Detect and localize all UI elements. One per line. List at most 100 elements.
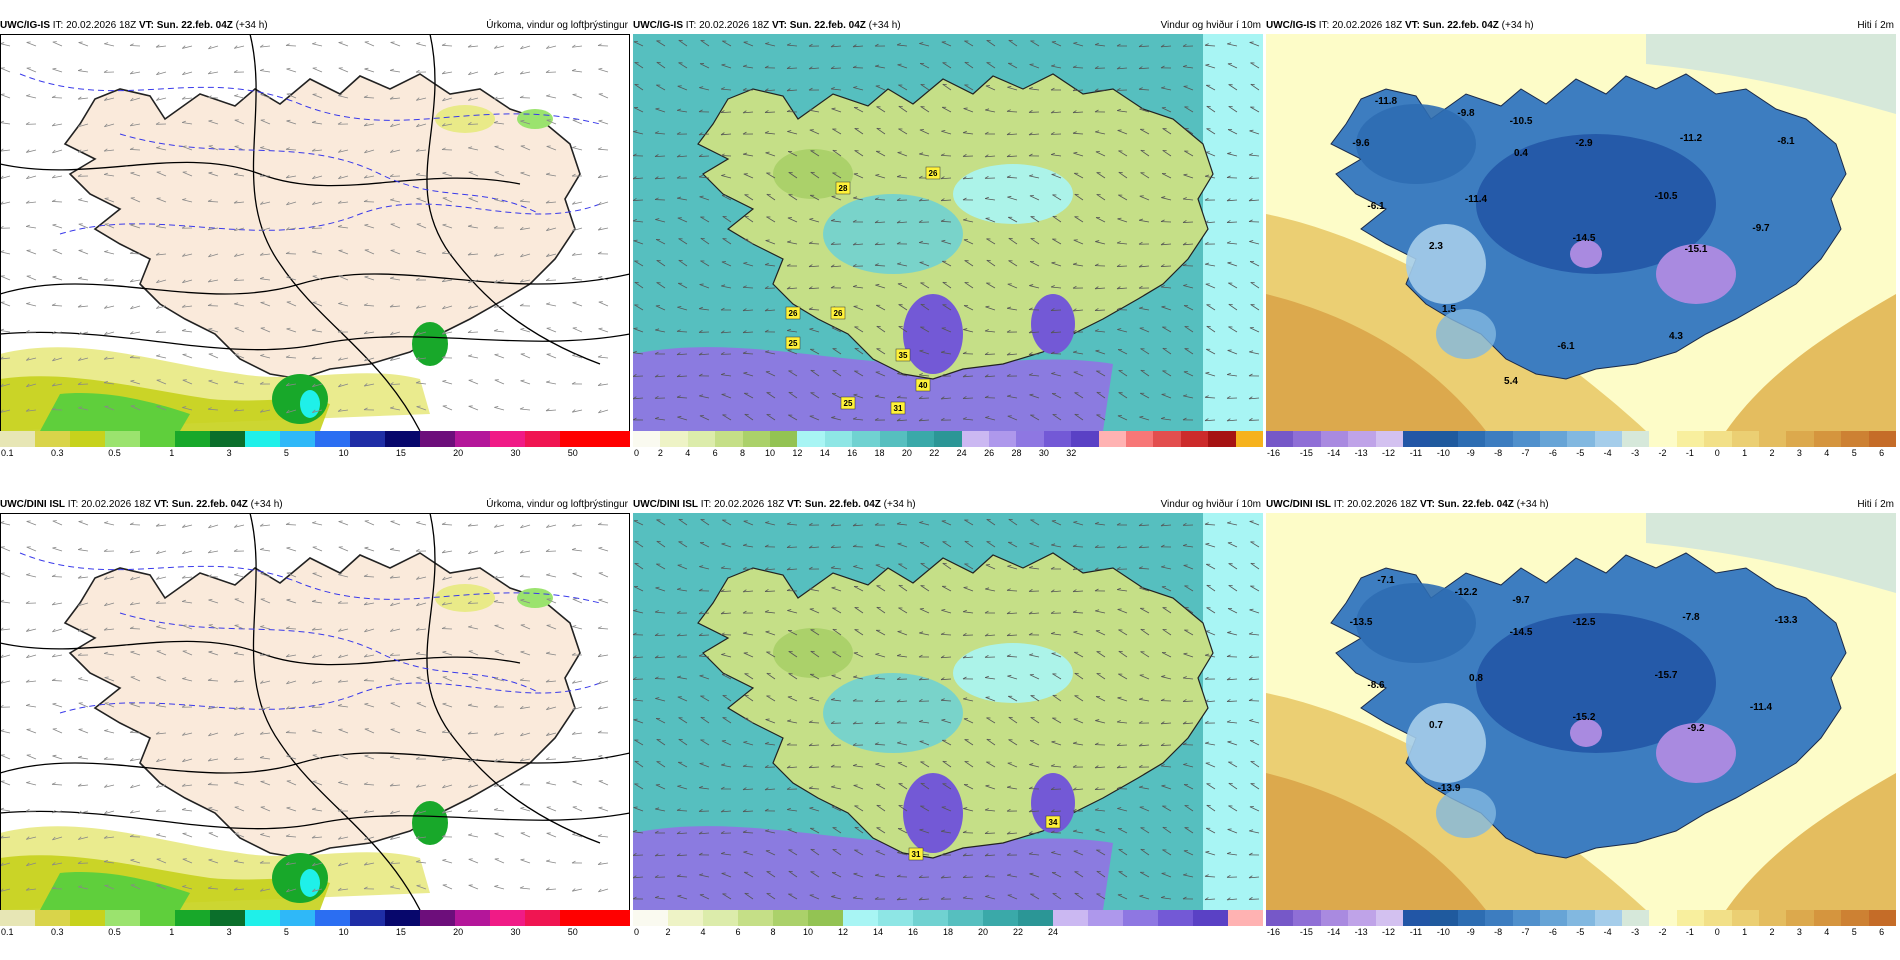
colorbar-swatch — [245, 910, 280, 926]
colorbar-swatch — [140, 910, 175, 926]
colorbar-swatch — [1513, 431, 1540, 447]
temperature-label: -7.8 — [1682, 612, 1700, 623]
valid-time: Sun. 22.feb. 04Z — [805, 499, 881, 510]
colorbar-swatch — [455, 431, 490, 447]
map-view[interactable] — [0, 513, 630, 910]
colorbar-swatch — [989, 431, 1016, 447]
colorbar — [1266, 910, 1896, 926]
valid-time: Sun. 22.feb. 04Z — [790, 20, 866, 31]
model-name: UWC/IG-IS — [0, 20, 50, 31]
colorbar-swatch — [315, 431, 350, 447]
temperature-label: 4.3 — [1669, 331, 1683, 342]
colorbar-swatch — [1153, 431, 1180, 447]
map-canvas: -11.8-9.8-10.5-9.60.4-2.9-11.2-8.1-6.1-1… — [1266, 34, 1896, 431]
colorbar-tick-label: -9 — [1467, 926, 1475, 938]
colorbar-tick-label: 12 — [792, 447, 802, 459]
panel-title: Vindur og hviður í 10m — [1161, 18, 1261, 34]
colorbar-swatch — [595, 910, 630, 926]
colorbar-swatch — [1053, 910, 1088, 926]
colorbar-swatch — [1044, 431, 1071, 447]
vt-label: VT: — [772, 20, 787, 31]
colorbar-swatch — [70, 910, 105, 926]
colorbar-swatch — [1193, 910, 1228, 926]
map-view[interactable] — [0, 34, 630, 431]
colorbar-tick-label: -11 — [1410, 447, 1422, 459]
temperature-label: -11.2 — [1680, 133, 1703, 144]
colorbar — [633, 431, 1263, 447]
colorbar-tick-label: 16 — [847, 447, 857, 459]
colorbar-swatch — [1513, 910, 1540, 926]
colorbar-tick-label: -1 — [1686, 447, 1694, 459]
colorbar-tick-label: 12 — [838, 926, 848, 938]
colorbar-swatch — [455, 910, 490, 926]
colorbar-swatch — [1649, 431, 1676, 447]
model-name: UWC/DINI ISL — [633, 499, 698, 510]
temperature-label: -6.1 — [1367, 201, 1385, 212]
colorbar-swatch — [1158, 910, 1193, 926]
colorbar-swatch — [1732, 431, 1759, 447]
temperature-label: -10.5 — [1510, 116, 1533, 127]
colorbar-swatch — [1595, 910, 1622, 926]
it-label: IT: — [68, 499, 79, 510]
colorbar-swatch — [1759, 431, 1786, 447]
temperature-label: -11.8 — [1375, 96, 1398, 107]
temperature-label: -15.1 — [1685, 244, 1708, 255]
gust-label: 26 — [834, 309, 843, 318]
colorbar-swatch — [420, 910, 455, 926]
temperature-label: 0.7 — [1429, 720, 1443, 731]
colorbar-swatch — [773, 910, 808, 926]
colorbar-tick-label: -8 — [1494, 447, 1502, 459]
colorbar-swatch — [1869, 431, 1896, 447]
temperature-label: -8.1 — [1777, 136, 1795, 147]
colorbar-swatch — [105, 431, 140, 447]
colorbar-tick-label: 15 — [396, 447, 406, 459]
colorbar-tick-label: 0.3 — [51, 447, 64, 459]
colorbar-swatch — [210, 910, 245, 926]
colorbar-swatch — [880, 431, 907, 447]
colorbar-swatch — [35, 431, 70, 447]
temperature-label: -6.1 — [1557, 341, 1575, 352]
temperature-label: 0.8 — [1469, 673, 1483, 684]
colorbar-tick-label: 1 — [169, 926, 174, 938]
colorbar-swatch — [1677, 431, 1704, 447]
colorbar-tick-label: 4 — [700, 926, 705, 938]
colorbar-tick-label: -13 — [1355, 447, 1368, 459]
colorbar-tick-label: 0.1 — [1, 926, 14, 938]
temperature-label: -9.2 — [1687, 723, 1705, 734]
colorbar-swatch — [490, 431, 525, 447]
gust-label: 28 — [839, 184, 848, 193]
panel-temp-dini: UWC/DINI ISL IT: 20.02.2026 18Z VT: Sun.… — [1266, 497, 1896, 960]
colorbar-tick-label: 3 — [227, 447, 232, 459]
colorbar-swatch — [350, 431, 385, 447]
map-view[interactable]: -7.1-12.2-9.7-13.5-14.5-12.5-7.8-13.3-8.… — [1266, 513, 1896, 910]
colorbar-tick-label: 30 — [510, 926, 520, 938]
map-canvas: -7.1-12.2-9.7-13.5-14.5-12.5-7.8-13.3-8.… — [1266, 513, 1896, 910]
colorbar-tick-label: -2 — [1658, 926, 1666, 938]
panel-title: Hiti í 2m — [1857, 497, 1894, 513]
colorbar-swatch — [1348, 910, 1375, 926]
colorbar-tick-label: 5 — [1852, 926, 1857, 938]
colorbar-swatch — [1376, 431, 1403, 447]
colorbar-tick-label: 20 — [453, 447, 463, 459]
colorbar-tick-label: -4 — [1604, 447, 1612, 459]
gust-label: 25 — [789, 339, 798, 348]
colorbar-tick-label: 2 — [665, 926, 670, 938]
colorbar-swatch — [743, 431, 770, 447]
colorbar-tick-label: 50 — [568, 447, 578, 459]
colorbar-swatch — [1704, 910, 1731, 926]
init-time: 20.02.2026 18Z — [1347, 499, 1417, 510]
colorbar-swatch — [1567, 910, 1594, 926]
colorbar — [0, 431, 630, 447]
colorbar-swatch — [948, 910, 983, 926]
temperature-label: 1.5 — [1442, 304, 1456, 315]
colorbar-tick-label: -7 — [1522, 926, 1530, 938]
colorbar-tick-label: 3 — [1797, 926, 1802, 938]
colorbar-tick-label: 4 — [1824, 926, 1829, 938]
valid-time: Sun. 22.feb. 04Z — [157, 20, 233, 31]
panel-header: UWC/DINI ISL IT: 20.02.2026 18Z VT: Sun.… — [0, 497, 630, 513]
